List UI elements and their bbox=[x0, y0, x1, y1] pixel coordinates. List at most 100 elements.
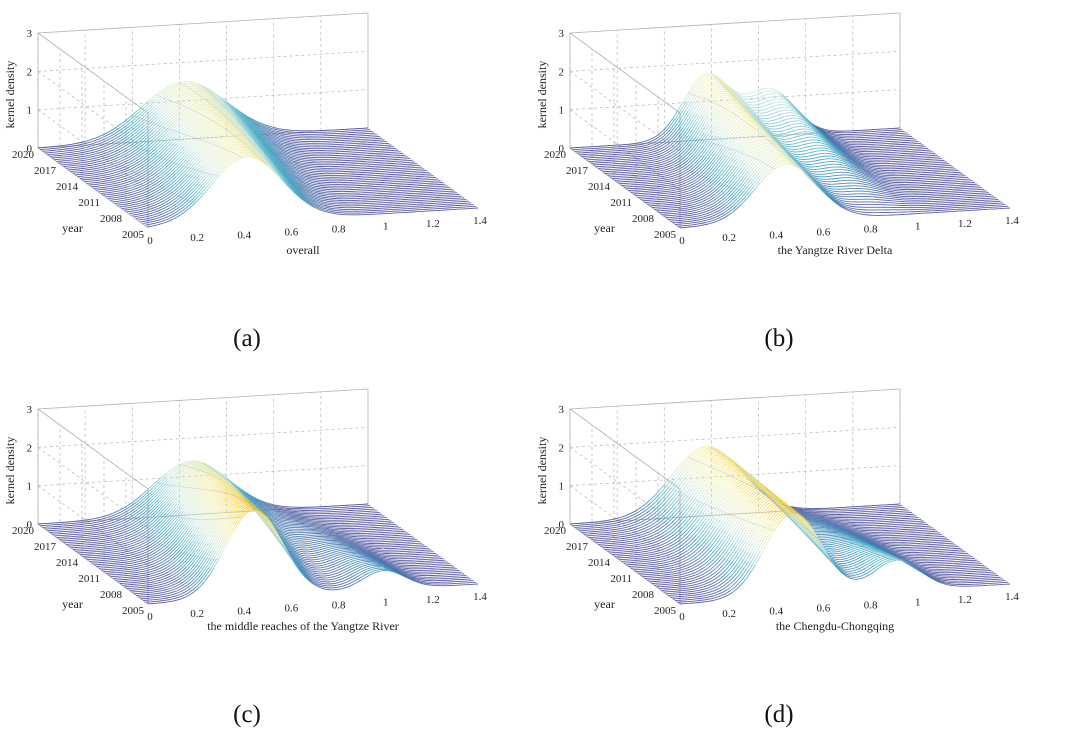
surface-line-a bbox=[188, 125, 194, 131]
surface-line-b bbox=[831, 131, 837, 133]
surface-line-b bbox=[652, 156, 658, 159]
surface-line-b bbox=[640, 164, 646, 167]
surface-line-a bbox=[70, 155, 76, 157]
surface-line-a bbox=[157, 181, 163, 186]
surface-line-a bbox=[207, 124, 213, 128]
surface-line-b bbox=[845, 149, 851, 152]
surface-line-a bbox=[131, 134, 138, 139]
surface-line-a bbox=[237, 123, 244, 129]
surface-line-a bbox=[141, 126, 147, 132]
surface-line-a bbox=[254, 124, 260, 128]
surface-line-a bbox=[289, 150, 295, 153]
surface-line-a bbox=[59, 146, 64, 149]
surface-line-a bbox=[169, 181, 175, 186]
surface-line-a bbox=[126, 198, 132, 201]
surface-line-a bbox=[206, 154, 213, 161]
surface-line-a bbox=[235, 115, 241, 121]
surface-line-a bbox=[133, 203, 139, 206]
surface-line-b bbox=[798, 134, 804, 137]
surface-line-a bbox=[280, 142, 286, 145]
surface-line-b bbox=[840, 141, 846, 143]
surface-line-b bbox=[791, 139, 797, 142]
surface-line-a bbox=[291, 177, 298, 181]
surface-line-b bbox=[645, 152, 651, 155]
surface-line-a bbox=[284, 169, 290, 174]
surface-line-a bbox=[103, 160, 109, 164]
surface-line-a bbox=[273, 141, 279, 144]
surface-line-b bbox=[717, 107, 724, 113]
surface-line-b bbox=[699, 106, 705, 115]
surface-line-a bbox=[106, 143, 112, 147]
surface-line-a bbox=[96, 151, 102, 154]
surface-line-a bbox=[108, 185, 114, 188]
surface-line-a bbox=[233, 111, 239, 117]
surface-line-a bbox=[169, 87, 175, 91]
surface-line-a bbox=[164, 100, 171, 105]
surface-line-b bbox=[779, 93, 785, 98]
surface-line-a bbox=[176, 87, 182, 90]
surface-line-b bbox=[724, 117, 731, 124]
surface-line-a bbox=[204, 137, 210, 142]
surface-line-a bbox=[92, 144, 98, 147]
surface-line-a bbox=[94, 136, 100, 139]
surface-line-b bbox=[720, 85, 726, 89]
surface-line-a bbox=[264, 129, 270, 133]
surface-line-a bbox=[164, 191, 170, 196]
surface-line-a bbox=[148, 104, 154, 110]
surface-line-b bbox=[652, 169, 658, 171]
surface-line-b bbox=[699, 140, 705, 148]
surface-line-a bbox=[242, 117, 248, 122]
surface-line-a bbox=[162, 99, 168, 104]
surface-line-a bbox=[289, 182, 295, 187]
surface-line-a bbox=[153, 100, 159, 106]
surface-line-a bbox=[145, 175, 151, 180]
surface-line-a bbox=[223, 150, 229, 155]
surface-line-a bbox=[266, 143, 272, 147]
surface-line-a bbox=[152, 190, 158, 194]
surface-line-a bbox=[283, 128, 288, 131]
surface-line-a bbox=[129, 171, 135, 175]
surface-line-b bbox=[666, 160, 672, 164]
surface-line-a bbox=[115, 177, 121, 180]
surface-line-a bbox=[296, 160, 302, 162]
surface-line-b bbox=[678, 110, 684, 119]
surface-line-a bbox=[208, 181, 215, 188]
surface-line-b bbox=[770, 101, 776, 105]
surface-line-a bbox=[221, 112, 227, 116]
surface-line-a bbox=[183, 186, 189, 193]
surface-line-a bbox=[313, 186, 318, 189]
surface-line-a bbox=[84, 169, 90, 171]
surface-line-b bbox=[828, 137, 835, 141]
surface-line-a bbox=[169, 155, 175, 162]
surface-line-b bbox=[687, 152, 693, 158]
surface-line-a bbox=[312, 201, 318, 204]
surface-line-a bbox=[213, 141, 220, 146]
surface-line-a bbox=[268, 131, 274, 134]
surface-line-a bbox=[127, 143, 133, 148]
year-tick-label: 2020 bbox=[12, 149, 35, 161]
surface-line-a bbox=[181, 107, 187, 111]
surface-line-b bbox=[668, 116, 675, 125]
surface-line-a bbox=[246, 147, 252, 151]
surface-line-a bbox=[145, 128, 152, 134]
surface-line-a bbox=[253, 156, 259, 160]
surface-line-b bbox=[711, 85, 717, 89]
surface-line-a bbox=[294, 166, 300, 170]
surface-line-a bbox=[273, 130, 279, 133]
surface-line-a bbox=[117, 164, 123, 168]
surface-line-a bbox=[218, 130, 224, 134]
surface-line-b bbox=[736, 114, 742, 117]
surface-line-a bbox=[291, 181, 297, 186]
surface-line-a bbox=[143, 151, 149, 157]
surface-line-b bbox=[691, 146, 698, 153]
surface-line-a bbox=[172, 93, 178, 97]
surface-line-a bbox=[252, 126, 258, 130]
surface-line-a bbox=[294, 151, 300, 154]
surface-line-a bbox=[200, 116, 206, 120]
surface-line-a bbox=[167, 129, 173, 135]
surface-line-b bbox=[831, 143, 837, 148]
surface-line-a bbox=[324, 200, 330, 202]
surface-line-a bbox=[120, 161, 126, 165]
surface-line-b bbox=[751, 94, 757, 97]
surface-line-a bbox=[317, 197, 323, 200]
